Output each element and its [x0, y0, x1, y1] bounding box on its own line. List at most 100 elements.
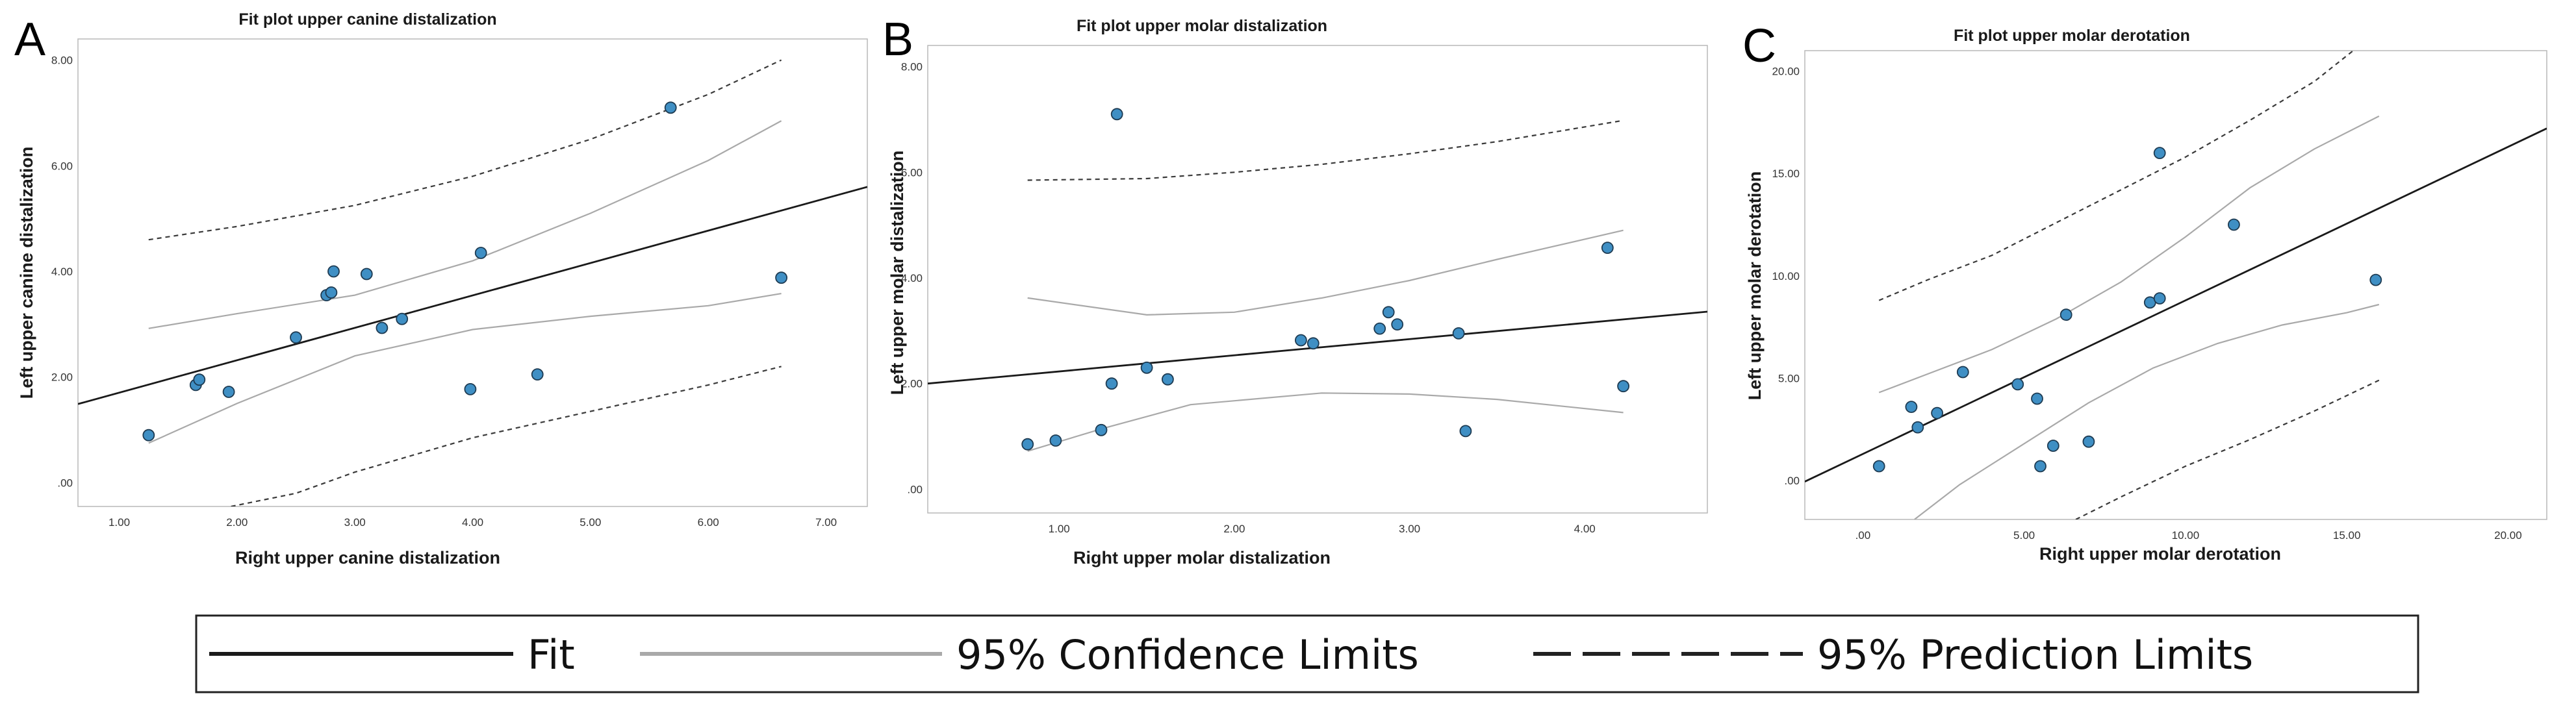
panel-a-data-point — [290, 331, 302, 344]
panel-c-x-axis-label: Right upper molar derotation — [2039, 544, 2281, 564]
panel-c-x-tick-label: 15.00 — [2333, 529, 2361, 542]
panel-c-x-tick-label: 20.00 — [2494, 529, 2522, 542]
panel-c-data-point — [2011, 378, 2024, 391]
panel-b-data-point — [1382, 306, 1395, 319]
panel-letter-c: C — [1742, 20, 1776, 72]
panel-c-x-ticks: .00 5.00 10.00 15.00 20.00 — [1855, 529, 2522, 542]
panel-c-data-point — [2082, 435, 2095, 448]
panel-c-fit-line — [1805, 127, 2547, 482]
panel-c-data-point — [1905, 401, 1918, 413]
panel-b-data-point — [1459, 425, 1472, 438]
panel-b-data-point — [1095, 423, 1108, 436]
panel-b-prediction-upper — [1027, 119, 1624, 181]
panel-c-x-tick-label: 10.00 — [2172, 529, 2200, 542]
panel-b-y-tick-label: .00 — [907, 483, 923, 495]
panel-c-data-point — [2031, 392, 2043, 405]
legend-prediction-label: 95% Prediction Limits — [1817, 631, 2253, 679]
panel-b-data-point — [1307, 337, 1320, 350]
panel-c-y-tick-label: 20.00 — [1772, 66, 1800, 78]
panel-a-data-point — [396, 312, 409, 325]
panel-b-y-ticks: .00 2.00 4.00 6.00 8.00 — [901, 61, 923, 496]
panel-a-data-point — [193, 373, 206, 386]
panel-b-points — [1021, 108, 1630, 451]
panel-b-data-point — [1021, 438, 1034, 451]
panel-c-prediction-upper — [1878, 51, 2354, 301]
panel-a-x-tick-label: 1.00 — [108, 516, 130, 529]
panel-c-x-tick-label: 5.00 — [2013, 529, 2035, 542]
panel-c-x-tick-label: .00 — [1855, 529, 1871, 542]
panel-a-y-tick-label: .00 — [57, 477, 73, 489]
legend-fit-label: Fit — [528, 631, 575, 679]
panel-a-y-ticks: .00 2.00 4.00 6.00 8.00 — [51, 55, 73, 490]
panel-a-data-point — [222, 386, 235, 398]
panel-a-plot-area — [77, 38, 868, 507]
panel-c-prediction-limits — [1878, 51, 2380, 519]
panel-b-plot-area — [927, 45, 1708, 514]
panel-b-y-axis-label: Left upper molar distalization — [887, 151, 907, 395]
panel-c-data-point — [1872, 460, 1885, 473]
panel-c-data-point — [2227, 218, 2240, 231]
panel-a-data-point — [360, 268, 373, 281]
panel-b-confidence-limits — [1027, 229, 1624, 452]
panel-b-x-ticks: 1.00 2.00 3.00 4.00 — [1049, 523, 1596, 535]
legend: Fit 95% Confidence Limits 95% Prediction… — [195, 614, 2419, 693]
panel-b-data-point — [1049, 434, 1062, 447]
panel-b-data-point — [1452, 327, 1465, 340]
panel-a-prediction-upper — [148, 59, 782, 241]
panel-letter-b: B — [882, 14, 913, 66]
panel-b-data-point — [1110, 108, 1123, 121]
panel-c-y-tick-label: 10.00 — [1772, 270, 1800, 282]
panel-b-y-tick-label: 8.00 — [901, 61, 923, 73]
panel-c-data-point — [1911, 421, 1924, 434]
panel-c-data-point — [2034, 460, 2047, 473]
panel-a-points — [142, 101, 787, 442]
panel-c-confidence-upper — [1878, 115, 2380, 393]
panel-a-data-point — [325, 286, 338, 299]
panel-a-y-tick-label: 4.00 — [51, 266, 73, 278]
panel-b-x-axis-label: Right upper molar distalization — [1073, 548, 1331, 568]
panel-c-points — [1872, 147, 2382, 473]
panel-b-x-tick-label: 4.00 — [1574, 523, 1596, 535]
panel-b-data-point — [1373, 322, 1386, 335]
panel-a-data-point — [327, 265, 340, 278]
panel-c-data-point — [2047, 440, 2060, 452]
panel-a-confidence-limits — [148, 120, 782, 444]
panel-c-plot-area — [1804, 50, 2547, 520]
panel-a-data-point — [775, 271, 787, 284]
panel-c: C Fit plot upper molar derotation .00 5.0… — [1742, 20, 2547, 564]
panel-b-y-tick-label: 6.00 — [901, 166, 923, 179]
panel-a-x-tick-label: 5.00 — [580, 516, 601, 529]
legend-confidence-label: 95% Confidence Limits — [956, 631, 1419, 679]
panel-c-y-tick-label: .00 — [1784, 475, 1800, 487]
panel-a-x-axis-label: Right upper canine distalization — [235, 548, 500, 568]
panel-a-x-tick-label: 2.00 — [226, 516, 248, 529]
panel-a-fit-line-group — [78, 186, 867, 405]
panel-c-data-point — [2369, 273, 2382, 286]
panel-a-x-tick-label: 7.00 — [815, 516, 837, 529]
panel-b-title: Fit plot upper molar distalization — [1077, 17, 1327, 35]
panel-b-prediction-limits — [1027, 119, 1624, 181]
panel-a-y-axis-label: Left upper canine distalization — [17, 147, 36, 399]
panel-b-x-tick-label: 2.00 — [1223, 523, 1245, 535]
panel-a-y-tick-label: 2.00 — [51, 371, 73, 384]
panel-a: A Fit plot upper canine distalization 1.… — [14, 10, 868, 568]
panel-a-prediction-limits — [148, 59, 782, 506]
panel-a-y-tick-label: 6.00 — [51, 160, 73, 172]
panel-b-data-point — [1105, 377, 1118, 390]
panel-c-data-point — [1956, 366, 1969, 379]
panel-a-x-ticks: 1.00 2.00 3.00 4.00 5.00 6.00 7.00 — [108, 516, 837, 529]
panel-a-y-tick-label: 8.00 — [51, 55, 73, 67]
panel-b-data-point — [1617, 380, 1630, 393]
panel-c-y-tick-label: 5.00 — [1778, 373, 1800, 385]
panel-c-confidence-limits — [1878, 115, 2380, 519]
panel-b-x-tick-label: 1.00 — [1049, 523, 1070, 535]
panel-a-x-tick-label: 6.00 — [698, 516, 719, 529]
panel-a-x-tick-label: 4.00 — [462, 516, 483, 529]
panel-a-x-tick-label: 3.00 — [344, 516, 366, 529]
panel-c-data-point — [2153, 292, 2166, 305]
panel-a-fit-line — [78, 186, 867, 405]
panel-a-confidence-upper — [148, 120, 782, 329]
legend-box — [195, 614, 2419, 693]
panel-b-y-tick-label: 4.00 — [901, 272, 923, 284]
